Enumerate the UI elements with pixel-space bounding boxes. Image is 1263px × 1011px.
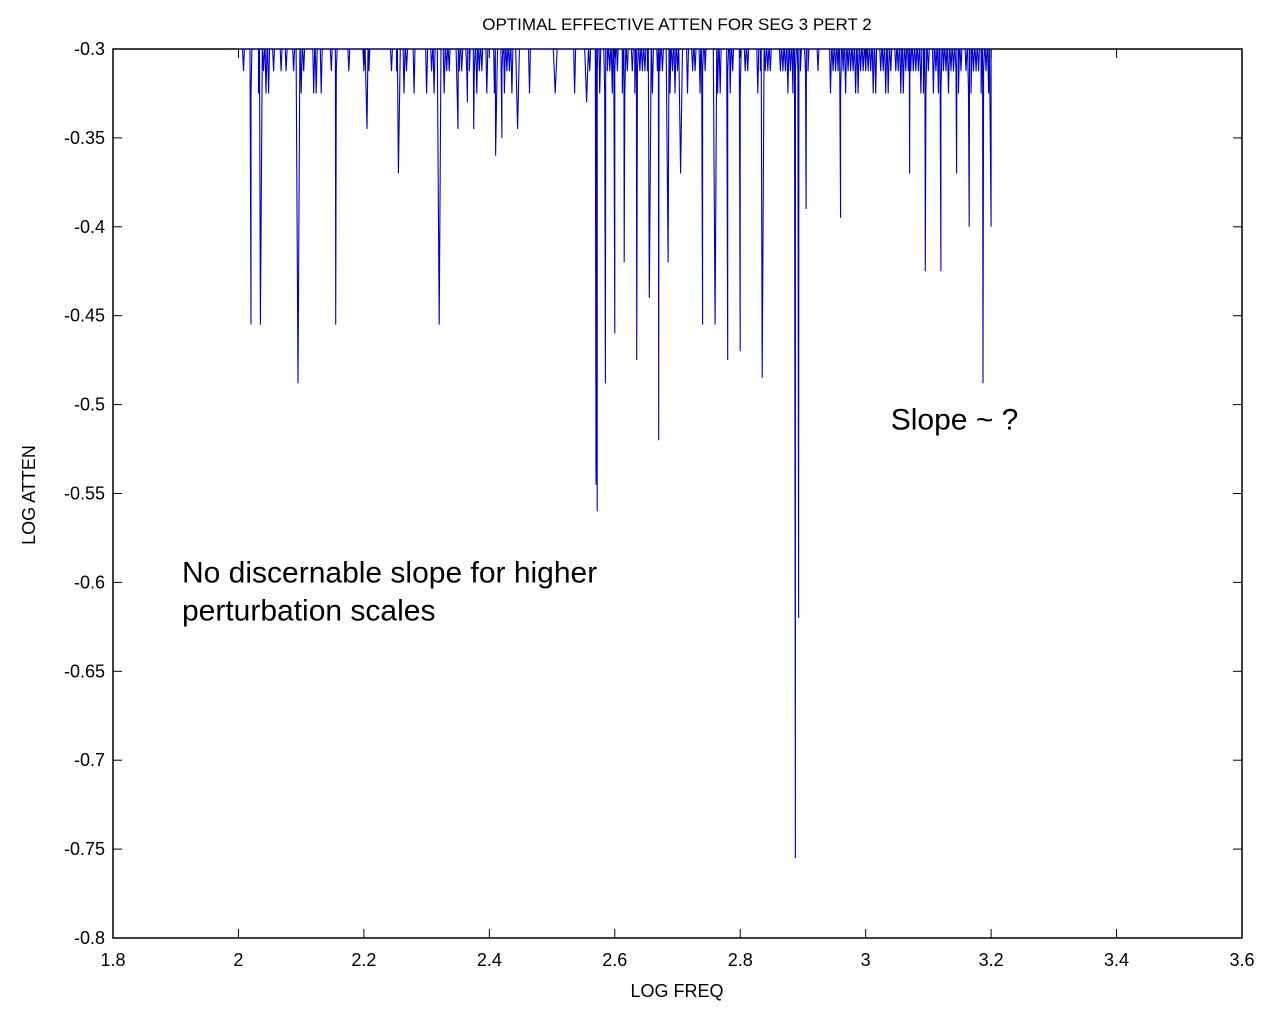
y-tick-label: -0.75: [64, 839, 105, 859]
annotation-line: perturbation scales: [182, 594, 435, 627]
y-axis-label: LOG ATTEN: [19, 445, 39, 545]
y-tick-label: -0.3: [74, 39, 105, 59]
y-tick-label: -0.4: [74, 217, 105, 237]
series-line-layer: [238, 48, 993, 859]
annotation-line: Slope ~ ?: [891, 403, 1019, 436]
x-tick-label: 3: [861, 950, 871, 970]
x-tick-label: 1.8: [100, 950, 125, 970]
x-axis-label: LOG FREQ: [630, 981, 723, 1001]
y-tick-label: -0.7: [74, 750, 105, 770]
y-tick-label: -0.65: [64, 661, 105, 681]
annotation-0: Slope ~ ?: [891, 403, 1019, 436]
x-tick-label: 3.4: [1104, 950, 1129, 970]
plot-area-frame: [112, 48, 1243, 939]
chart-title: OPTIMAL EFFECTIVE ATTEN FOR SEG 3 PERT 2: [482, 15, 872, 34]
x-tick-label: 3.2: [979, 950, 1004, 970]
axis-ticks: 1.8 2 2.2 2.4 2.6 2.8 3 3.2 3.4 3.6 -0.3 -0.35 -0.4 -…: [64, 39, 1255, 970]
y-tick-label: -0.45: [64, 306, 105, 326]
x-tick-label: 2.4: [477, 950, 502, 970]
annotation-line: No discernable slope for higher: [182, 556, 597, 589]
y-tick-label: -0.35: [64, 128, 105, 148]
y-tick-label: -0.55: [64, 484, 105, 504]
y-tick-label: -0.6: [74, 572, 105, 592]
series-line-0: [238, 48, 993, 859]
annotation-1: No discernable slope for higher perturbat…: [182, 556, 597, 627]
x-tick-label: 2.8: [728, 950, 753, 970]
x-tick-label: 2.6: [602, 950, 627, 970]
x-tick-label: 2.2: [351, 950, 376, 970]
x-tick-label: 2: [233, 950, 243, 970]
y-tick-label: -0.5: [74, 395, 105, 415]
y-tick-label: -0.8: [74, 928, 105, 948]
x-tick-label: 3.6: [1229, 950, 1254, 970]
annotations: Slope ~ ? No discernable slope for higher…: [182, 403, 1018, 627]
